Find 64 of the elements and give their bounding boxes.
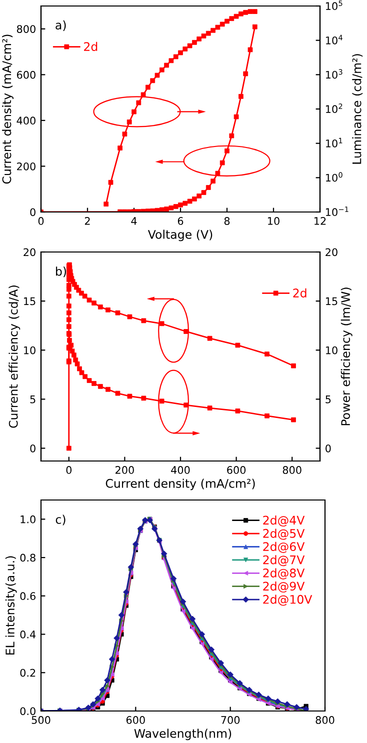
x-tick-label: 10: [268, 217, 280, 225]
y2-axis-title: Power efficiency (lm/W): [340, 288, 352, 426]
y2-tick-label: 10$^{3}$: [326, 69, 342, 79]
y-tick-label: 0.8: [20, 554, 36, 562]
y-tick-label: 0: [30, 444, 36, 452]
annotation: c): [56, 514, 66, 526]
y-axis-title: EL intensity(a.u.): [5, 556, 17, 655]
x-tick-label: 200: [116, 466, 134, 474]
legend-label: 2d@7V: [263, 555, 305, 566]
y2-tick-label: 10$^{5}$: [326, 0, 342, 10]
y-tick-label: 0.2: [20, 668, 36, 677]
x-axis-title: Current density (mA/cm²): [106, 478, 255, 490]
y2-tick-label: 10$^{4}$: [326, 34, 342, 44]
y2-tick-label: 20: [326, 248, 338, 256]
x-tick-label: 4: [131, 217, 137, 225]
y-tick-label: 0.6: [20, 592, 36, 600]
x-tick-label: 0: [66, 466, 72, 474]
legend-label: 2d: [84, 42, 98, 52]
y2-tick-label: 0: [326, 444, 331, 452]
y-tick-label: 0: [30, 208, 36, 216]
annotation: b): [56, 266, 66, 278]
y2-tick-label: 10$^{1}$: [326, 138, 342, 148]
y2-tick-label: 10: [326, 346, 338, 354]
annotation: a): [56, 20, 66, 31]
x-axis-title: Wavelength(nm): [134, 728, 232, 740]
legend-label: 2d@10V: [263, 594, 312, 606]
x-tick-label: 500: [32, 716, 50, 724]
x-tick-label: 400: [171, 466, 190, 474]
legend-label: 2d@5V: [263, 528, 305, 540]
x-tick-label: 0: [38, 217, 44, 225]
y-tick-label: 15: [24, 297, 36, 306]
x-tick-label: 600: [126, 716, 145, 724]
y-axis-title: Current density (mA/cm²): [2, 34, 14, 184]
x-axis-title: Voltage (V): [148, 230, 212, 242]
x-tick-label: 6: [178, 217, 184, 225]
legend-label: 2d@8V: [263, 568, 305, 580]
legend-label: 2d@9V: [263, 582, 305, 593]
y-tick-label: 200: [17, 162, 36, 170]
legend-label: 2d@6V: [263, 542, 305, 553]
x-tick-label: 700: [221, 716, 240, 724]
y-tick-label: 10: [24, 346, 36, 354]
x-tick-label: 800: [316, 716, 334, 724]
y-tick-label: 600: [16, 70, 36, 79]
y-tick-label: 800: [16, 25, 36, 33]
y-tick-label: 20: [24, 248, 36, 256]
x-tick-label: 800: [282, 466, 302, 474]
legend-label: 2d@4V: [263, 516, 305, 527]
y2-tick-label: 10$^{−1}$: [326, 206, 348, 216]
y-tick-label: 0.4: [20, 630, 36, 638]
y2-tick-label: 5: [326, 396, 331, 404]
legend-label: 2d: [293, 288, 306, 298]
y-tick-label: 1.0: [20, 515, 36, 524]
y-axis-title: Current efficiency (cd/A): [8, 286, 20, 428]
y2-tick-label: 15: [326, 297, 338, 306]
y-tick-label: 400: [16, 116, 36, 125]
y2-tick-label: 10$^{0}$: [326, 172, 342, 182]
x-tick-label: 8: [224, 217, 230, 225]
x-tick-label: 12: [314, 217, 326, 225]
y2-tick-label: 10$^{2}$: [326, 103, 342, 114]
y-tick-label: 0.0: [20, 707, 36, 716]
y-tick-label: 5: [30, 396, 36, 404]
x-tick-label: 600: [227, 466, 246, 474]
y2-axis-title: Luminance (cd/m²): [352, 54, 363, 164]
x-tick-label: 2: [84, 217, 90, 225]
